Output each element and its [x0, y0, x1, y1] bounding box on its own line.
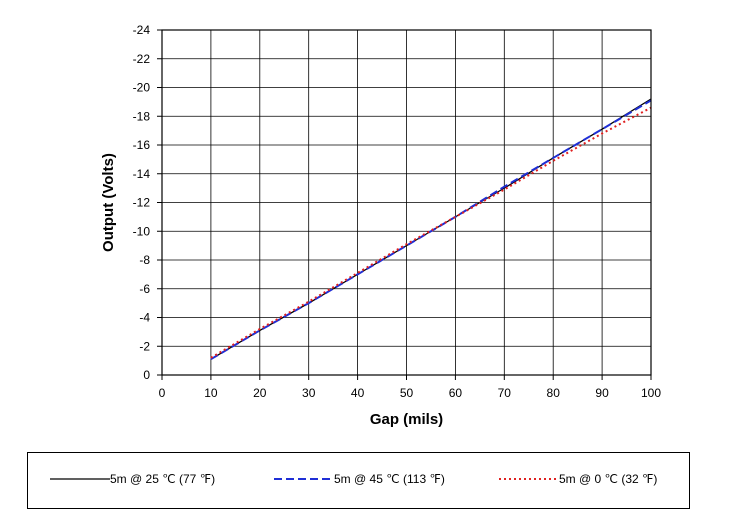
y-tick-label: -4	[139, 311, 150, 325]
x-tick-label: 10	[204, 386, 218, 400]
y-tick-label: -18	[133, 109, 151, 123]
legend-entry-25c: 5m @ 25 ℃ (77 ℉)	[50, 472, 215, 486]
x-tick-label: 40	[351, 386, 365, 400]
series-line-1	[210, 99, 652, 361]
legend-label-25c: 5m @ 25 ℃ (77 ℉)	[110, 472, 216, 486]
legend-label-0c: 5m @ 0 ℃ (32 ℉)	[559, 472, 658, 486]
chart-series-lines	[210, 98, 652, 361]
x-tick-label: 70	[498, 386, 512, 400]
y-tick-label: -2	[139, 339, 150, 353]
y-tick-label: -8	[139, 253, 150, 267]
x-tick-label: 100	[641, 386, 661, 400]
x-tick-label: 60	[449, 386, 463, 400]
chart-legend: 5m @ 25 ℃ (77 ℉) 5m @ 45 ℃ (113 ℉) 5m @ …	[27, 452, 690, 509]
x-axis-ticks: 0 10 20 30 40 50 60 70 80 90 100	[159, 375, 661, 400]
y-tick-label: -6	[139, 282, 150, 296]
legend-swatch-25c	[50, 478, 110, 480]
y-tick-label: -24	[133, 23, 151, 37]
y-tick-label: -16	[133, 138, 151, 152]
chart-grid	[161, 29, 652, 376]
y-tick-label: -20	[133, 81, 151, 95]
x-tick-label: 30	[302, 386, 316, 400]
y-tick-label: -14	[133, 167, 151, 181]
y-tick-label: 0	[143, 368, 150, 382]
x-tick-label: 90	[595, 386, 609, 400]
x-tick-label: 80	[547, 386, 561, 400]
x-axis-title: Gap (mils)	[370, 411, 443, 428]
y-tick-label: -10	[133, 224, 151, 238]
legend-swatch-45c	[274, 478, 334, 480]
x-tick-label: 50	[400, 386, 414, 400]
y-tick-label: -22	[133, 52, 151, 66]
y-tick-label: -12	[133, 196, 151, 210]
legend-label-45c: 5m @ 45 ℃ (113 ℉)	[334, 472, 445, 486]
x-tick-label: 20	[253, 386, 267, 400]
y-axis-ticks: 0 -2 -4 -6 -8 -10 -12 -14 -16 -18 -20 -22 -24	[133, 23, 162, 382]
legend-entry-0c: 5m @ 0 ℃ (32 ℉)	[499, 472, 657, 486]
legend-swatch-0c	[499, 478, 559, 480]
y-axis-title: Output (Volts)	[100, 153, 117, 252]
x-tick-label: 0	[159, 386, 166, 400]
legend-entry-45c: 5m @ 45 ℃ (113 ℉)	[274, 472, 445, 486]
